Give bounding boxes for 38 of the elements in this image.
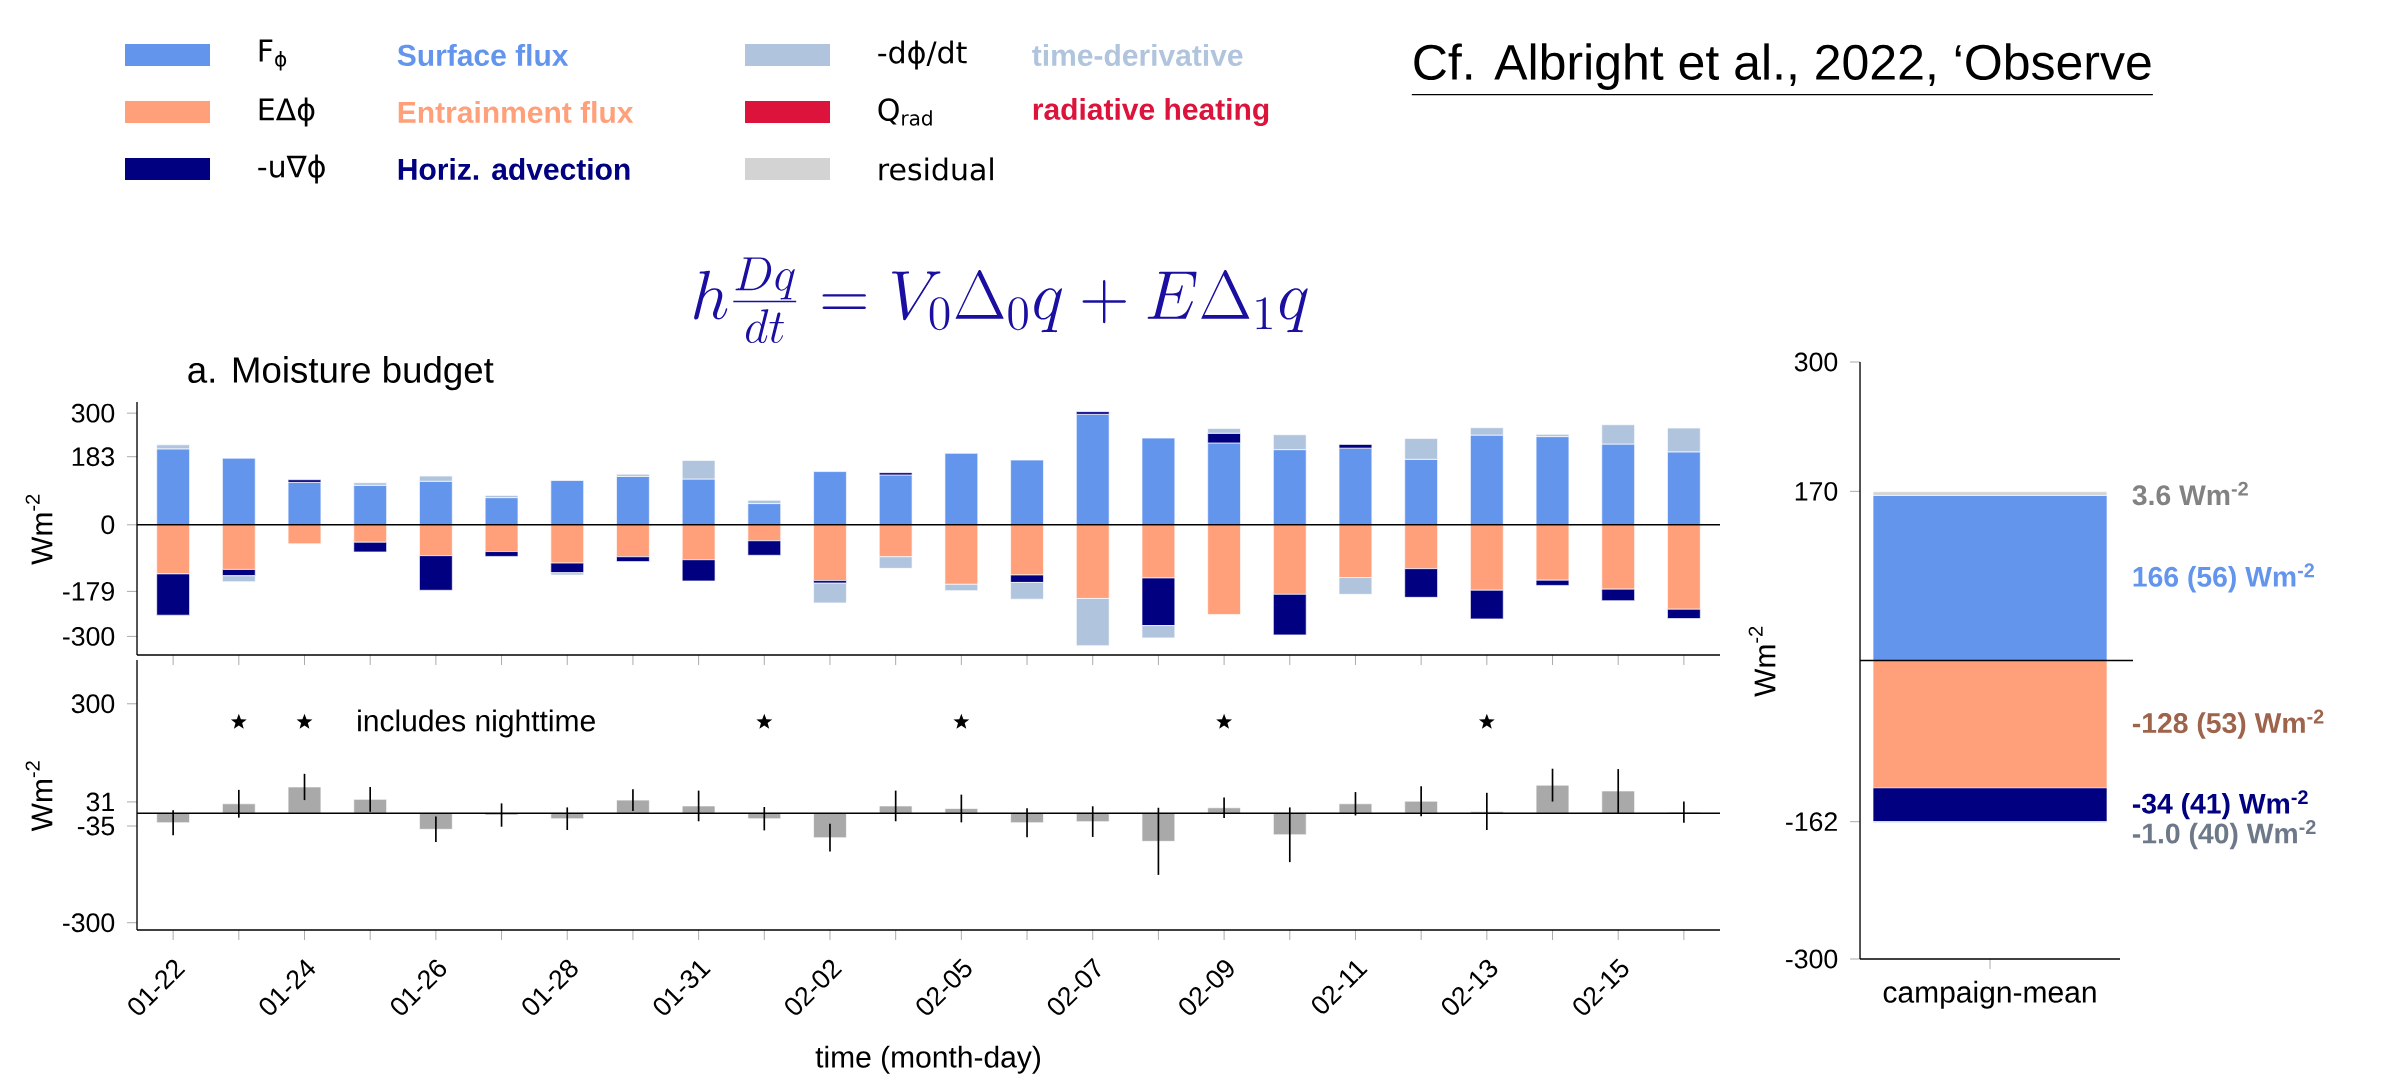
text: Horiz. advection: [398, 157, 630, 181]
legend-label: residual: [879, 157, 993, 181]
text: Entrainment flux: [398, 100, 634, 124]
legend-label: EΔϕ: [259, 97, 315, 127]
y-tick-label: 170: [1795, 481, 1838, 501]
annotation: includes nighttime: [358, 709, 595, 738]
text: Cf. Albright et al., 2022, ‘Observe: [1414, 43, 2151, 90]
text: 166 (56) Wm$^{-2}$: [2133, 563, 2315, 593]
text: -34 (41) Wm$^{-2}$: [2132, 790, 2308, 820]
y-axis-title: Wm$^{-2}$: [1748, 626, 1776, 697]
legend-label: F$_{ϕ}$: [259, 39, 287, 71]
y-tick-label: 0: [101, 515, 115, 535]
legend-label: -u∇ϕ: [258, 154, 325, 184]
text: $h\frac{Dq}{dt}=V_0\Delta_0q+E\Delta_1q$: [694, 257, 1308, 344]
y-tick-label: -300: [63, 913, 115, 933]
text: time-derivative: [1032, 43, 1243, 67]
legend-label: -dϕ/dt: [878, 40, 967, 70]
x-axis-title: time (month-day): [815, 1045, 1040, 1074]
y-tick-label: -300: [63, 626, 115, 646]
text: Surface flux: [397, 43, 569, 67]
x-tick-label: campaign-mean: [1883, 980, 2096, 1009]
y-axis-title: Wm$^{-2}$: [25, 761, 53, 832]
y-tick-label: 300: [1794, 352, 1838, 372]
y-tick-label: -162: [1786, 812, 1837, 832]
legend-label: Q$_{rad}$: [878, 98, 932, 126]
y-tick-label: 300: [71, 403, 115, 423]
text: -1.0 (40) Wm$^{-2}$: [2132, 820, 2316, 850]
chart-title: a. Moisture budget: [188, 356, 494, 391]
text: 3.6 Wm$^{-2}$: [2132, 481, 2248, 506]
y-axis-title: Wm$^{-2}$: [25, 494, 53, 565]
y-tick-label: 300: [71, 694, 115, 714]
text: radiative heating: [1033, 97, 1269, 127]
y-tick-label: 183: [72, 447, 115, 467]
y-tick-label: -300: [1786, 949, 1838, 969]
y-tick-label: 31: [86, 792, 114, 812]
text: -128 (53) Wm$^{-2}$: [2132, 709, 2324, 739]
y-tick-label: -35: [77, 816, 115, 836]
y-tick-label: -179: [63, 581, 114, 601]
